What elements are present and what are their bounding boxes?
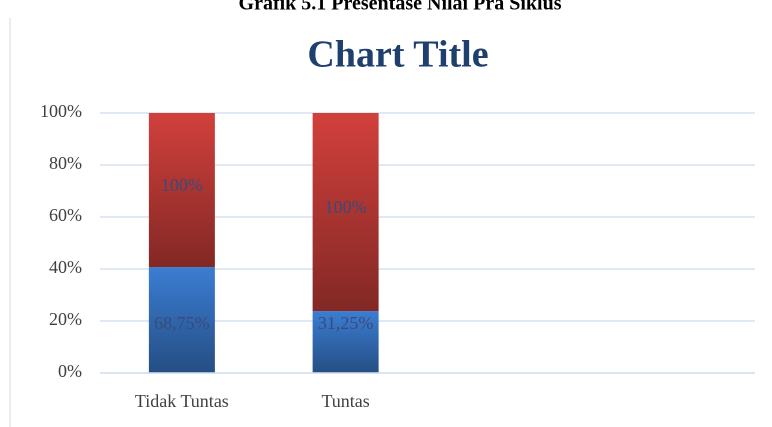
- bar-segment: [148, 113, 215, 268]
- bar-segment: [312, 311, 379, 373]
- y-tick-label: 80%: [49, 153, 82, 173]
- data-label: 68,75%: [154, 313, 210, 333]
- y-tick-label: 60%: [49, 205, 82, 225]
- x-tick-label: Tidak Tuntas: [135, 391, 229, 411]
- caption: Grafik 5.1 Presentase Nilai Pra Siklus: [239, 0, 562, 15]
- x-tick-label: Tuntas: [321, 391, 369, 411]
- bar-segment: [312, 113, 379, 312]
- y-tick-label: 100%: [40, 101, 82, 121]
- y-tick-label: 40%: [49, 257, 82, 277]
- chart-title: Chart Title: [307, 34, 488, 76]
- data-label: 100%: [325, 197, 367, 217]
- data-label: 100%: [161, 175, 203, 195]
- data-label: 31,25%: [318, 313, 374, 333]
- y-tick-label: 20%: [49, 309, 82, 329]
- y-tick-label: 0%: [58, 361, 82, 381]
- bar-segment: [148, 267, 215, 373]
